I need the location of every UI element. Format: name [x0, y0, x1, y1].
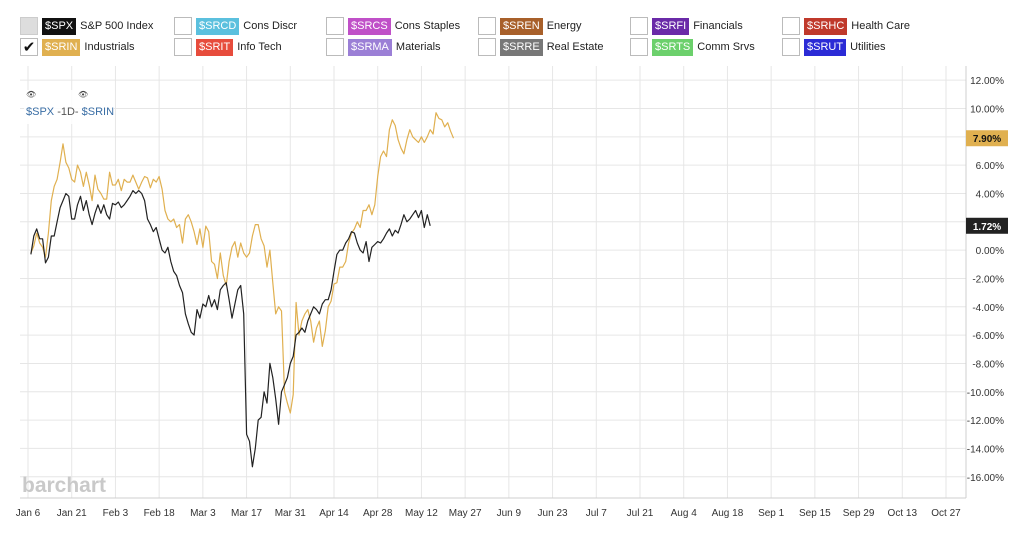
- comparison-chart[interactable]: 12.00%10.00%8.00%6.00%4.00%2.00%0.00%-2.…: [0, 66, 1024, 534]
- legend-item-srin[interactable]: ✔ $SRIN Industrials: [20, 37, 135, 57]
- y-tick-label: -14.00%: [967, 444, 1004, 455]
- series-line-srin: [30, 112, 455, 414]
- x-tick-label: Mar 3: [190, 508, 216, 519]
- legend-name: Financials: [693, 20, 743, 32]
- y-tick-label: -4.00%: [972, 303, 1004, 314]
- legend-checkbox[interactable]: [326, 17, 344, 35]
- legend-checkbox[interactable]: [326, 38, 344, 56]
- x-tick-label: Jun 23: [538, 508, 568, 519]
- x-tick-label: Oct 13: [888, 508, 918, 519]
- legend-checkbox[interactable]: [630, 17, 648, 35]
- legend-checkbox[interactable]: [478, 17, 496, 35]
- y-tick-label: -8.00%: [972, 359, 1004, 370]
- series-line-spx: [30, 190, 431, 468]
- x-tick-label: Sep 15: [799, 508, 831, 519]
- info-symbol-srin: $SRIN: [81, 106, 115, 118]
- legend-checkbox[interactable]: [630, 38, 648, 56]
- y-tick-label: -6.00%: [972, 331, 1004, 342]
- x-tick-label: Jan 6: [16, 508, 41, 519]
- x-tick-label: Aug 18: [712, 508, 744, 519]
- y-tick-label: 0.00%: [976, 246, 1004, 257]
- legend-item-srit[interactable]: $SRIT Info Tech: [174, 37, 282, 57]
- legend-symbol: $SREN: [500, 17, 543, 35]
- legend-item-srfi[interactable]: $SRFI Financials: [630, 16, 743, 36]
- legend-symbol: $SRIN: [42, 38, 81, 56]
- last-value-label-spx: 1.72%: [973, 222, 1001, 233]
- legend-checkbox[interactable]: [782, 17, 800, 35]
- x-tick-label: Sep 1: [758, 508, 785, 519]
- x-tick-label: Jun 9: [497, 508, 522, 519]
- legend-symbol: $SRRE: [500, 38, 543, 56]
- x-tick-label: Jan 21: [57, 508, 87, 519]
- x-tick-label: Mar 17: [231, 508, 263, 519]
- info-interval[interactable]: -1D-: [57, 106, 79, 118]
- x-tick-label: Jul 7: [586, 508, 608, 519]
- legend-symbol: $SPX: [42, 17, 77, 35]
- y-tick-label: 12.00%: [970, 76, 1004, 87]
- legend-checkbox[interactable]: ✔: [20, 38, 38, 56]
- legend-name: Cons Discr: [243, 20, 298, 32]
- x-tick-label: Sep 29: [843, 508, 875, 519]
- legend-item-sren[interactable]: $SREN Energy: [478, 16, 582, 36]
- legend-name: Materials: [395, 41, 441, 53]
- info-symbol-spx: $SPX: [26, 106, 55, 118]
- y-tick-label: 4.00%: [976, 189, 1004, 200]
- legend-symbol: $SRUT: [804, 38, 847, 56]
- legend-symbol: $SRFI: [652, 17, 690, 35]
- legend-name: Industrials: [84, 41, 135, 53]
- legend-name: Health Care: [851, 20, 910, 32]
- legend-checkbox[interactable]: [478, 38, 496, 56]
- legend-checkbox[interactable]: [20, 17, 38, 35]
- legend-checkbox[interactable]: [174, 17, 192, 35]
- legend-symbol: $SRIT: [196, 38, 234, 56]
- legend-item-srut[interactable]: $SRUT Utilities: [782, 37, 886, 57]
- x-tick-label: Jul 21: [627, 508, 654, 519]
- legend-symbol: $SRHC: [804, 17, 848, 35]
- x-tick-label: May 12: [405, 508, 438, 519]
- x-tick-label: Apr 28: [363, 508, 393, 519]
- legend-name: Utilities: [850, 41, 886, 53]
- legend-item-srts[interactable]: $SRTS Comm Srvs: [630, 37, 755, 57]
- y-tick-label: -12.00%: [967, 416, 1004, 427]
- legend-symbol: $SRTS: [652, 38, 694, 56]
- legend-item-spx[interactable]: $SPX S&P 500 Index: [20, 16, 153, 36]
- legend-item-srma[interactable]: $SRMA Materials: [326, 37, 441, 57]
- legend-item-srhc[interactable]: $SRHC Health Care: [782, 16, 910, 36]
- legend-checkbox[interactable]: [782, 38, 800, 56]
- x-tick-label: Feb 3: [103, 508, 129, 519]
- x-tick-label: May 27: [449, 508, 482, 519]
- last-value-tag-spx: [966, 217, 1008, 234]
- legend-name: Comm Srvs: [697, 41, 755, 53]
- legend-symbol: $SRCD: [196, 17, 240, 35]
- chart-legend: $SPX S&P 500 Index $SRCD Cons Discr $SRCS Con…: [20, 16, 1010, 60]
- x-tick-label: Mar 31: [275, 508, 307, 519]
- legend-symbol: $SRCS: [348, 17, 391, 35]
- x-tick-label: Feb 18: [144, 508, 176, 519]
- last-value-tag-srin: [966, 130, 1008, 147]
- legend-name: Energy: [546, 20, 582, 32]
- info-panel: 👁 👁 $SPX -1D- $SRIN: [24, 90, 114, 124]
- x-tick-label: Aug 4: [671, 508, 698, 519]
- eye-icon[interactable]: 👁: [26, 90, 37, 99]
- legend-name: Real Estate: [546, 41, 604, 53]
- eye-icon[interactable]: 👁: [78, 90, 89, 99]
- y-tick-label: -2.00%: [972, 274, 1004, 285]
- y-tick-label: -10.00%: [967, 388, 1004, 399]
- legend-name: S&P 500 Index: [80, 20, 154, 32]
- barchart-logo: barchart: [22, 474, 107, 497]
- legend-name: Cons Staples: [394, 20, 461, 32]
- y-tick-label: 10.00%: [970, 104, 1004, 115]
- legend-symbol: $SRMA: [348, 38, 392, 56]
- x-tick-label: Oct 27: [931, 508, 961, 519]
- legend-name: Info Tech: [237, 41, 282, 53]
- info-symbols: $SPX -1D- $SRIN: [26, 106, 114, 118]
- last-value-label-srin: 7.90%: [973, 134, 1001, 145]
- legend-item-srre[interactable]: $SRRE Real Estate: [478, 37, 604, 57]
- x-tick-label: Apr 14: [319, 508, 349, 519]
- legend-checkbox[interactable]: [174, 38, 192, 56]
- legend-item-srcs[interactable]: $SRCS Cons Staples: [326, 16, 460, 36]
- legend-item-srcd[interactable]: $SRCD Cons Discr: [174, 16, 297, 36]
- y-tick-label: -16.00%: [967, 473, 1004, 484]
- y-tick-label: 6.00%: [976, 161, 1004, 172]
